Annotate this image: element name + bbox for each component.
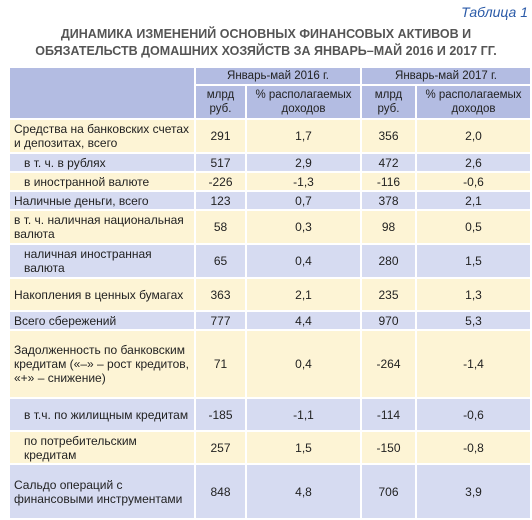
value-cell: 2,0 bbox=[415, 118, 532, 154]
value-cell: 1,5 bbox=[245, 430, 362, 465]
unit-header: % располагаемых доходов bbox=[415, 84, 532, 120]
table-row: Всего сбережений 777 4,4 970 5,3 bbox=[8, 310, 532, 331]
title-line: ДИНАМИКА ИЗМЕНЕНИЙ ОСНОВНЫХ ФИНАНСОВЫХ А… bbox=[60, 27, 472, 41]
value-cell: 970 bbox=[360, 310, 417, 331]
table-row: в т. ч. наличная национальная валюта 58 0,… bbox=[8, 209, 532, 245]
value-cell: 2,6 bbox=[415, 152, 532, 173]
table-row: Задолженность по банковским кредитам («–… bbox=[8, 329, 532, 399]
unit-header: % располагаемых доходов bbox=[245, 84, 362, 120]
table-row: в т.ч. по жилищным кредитам -185 -1,1 -114-… bbox=[8, 397, 532, 432]
value-cell: -185 bbox=[194, 397, 247, 432]
value-cell: 0,5 bbox=[415, 209, 532, 245]
title-line: ОБЯЗАТЕЛЬСТВ ДОМАШНИХ ХОЗЯЙСТВ ЗА ЯНВАРЬ… bbox=[35, 44, 497, 58]
value-cell: -264 bbox=[360, 329, 417, 399]
value-cell: 3,9 bbox=[415, 463, 532, 520]
header-row: Январь-май 2016 г. Январь-май 2017 г. bbox=[8, 66, 532, 120]
row-label: в т.ч. по жилищным кредитам bbox=[8, 397, 196, 432]
table-row: в т. ч. в рублях 517 2,9 472 2,6 bbox=[8, 152, 532, 173]
value-cell: -116 bbox=[360, 171, 417, 192]
unit-header: млрд руб. bbox=[360, 84, 417, 120]
value-cell: 378 bbox=[360, 190, 417, 211]
value-cell: 363 bbox=[194, 277, 247, 312]
value-cell: 777 bbox=[194, 310, 247, 331]
table-caption: Таблица 1 bbox=[461, 4, 528, 20]
value-cell: 2,9 bbox=[245, 152, 362, 173]
header-cell bbox=[8, 66, 196, 120]
value-cell: 4,8 bbox=[245, 463, 362, 520]
value-cell: -1,1 bbox=[245, 397, 362, 432]
value-cell: -0,6 bbox=[415, 171, 532, 192]
value-cell: 472 bbox=[360, 152, 417, 173]
table-row: Наличные деньги, всего 123 0,7 378 2,1 bbox=[8, 190, 532, 211]
value-cell: 235 bbox=[360, 277, 417, 312]
row-label: в т. ч. в рублях bbox=[8, 152, 196, 173]
value-cell: 0,4 bbox=[245, 329, 362, 399]
row-label: Накопления в ценных бумагах bbox=[8, 277, 196, 312]
value-cell: 4,4 bbox=[245, 310, 362, 331]
value-cell: 1,3 bbox=[415, 277, 532, 312]
value-cell: 2,1 bbox=[245, 277, 362, 312]
row-label: по потребительским кредитам bbox=[8, 430, 196, 465]
table-row: в иностранной валюте -226 -1,3 -116 -0,6 bbox=[8, 171, 532, 192]
value-cell: 0,4 bbox=[245, 243, 362, 279]
value-cell: -114 bbox=[360, 397, 417, 432]
row-label: Средства на банковских счетах и депозита… bbox=[8, 118, 196, 154]
value-cell: 58 bbox=[194, 209, 247, 245]
table-row: наличная иностранная валюта 65 0,4 280 1,5 bbox=[8, 243, 532, 279]
value-cell: -0,6 bbox=[415, 397, 532, 432]
table-row: Сальдо операций с финансовыми инструмент… bbox=[8, 463, 532, 520]
value-cell: 291 bbox=[194, 118, 247, 154]
value-cell: 123 bbox=[194, 190, 247, 211]
data-table: Январь-май 2016 г. Январь-май 2017 г. мл… bbox=[8, 66, 532, 520]
value-cell: 2,1 bbox=[415, 190, 532, 211]
row-label: наличная иностранная валюта bbox=[8, 243, 196, 279]
value-cell: -1,3 bbox=[245, 171, 362, 192]
value-cell: -150 bbox=[360, 430, 417, 465]
table-row: Накопления в ценных бумагах 363 2,1 235 1,3 bbox=[8, 277, 532, 312]
value-cell: 517 bbox=[194, 152, 247, 173]
unit-header: млрд руб. bbox=[194, 84, 247, 120]
value-cell: 706 bbox=[360, 463, 417, 520]
row-label: Задолженность по банковским кредитам («–… bbox=[8, 329, 196, 399]
value-cell: 5,3 bbox=[415, 310, 532, 331]
value-cell: -226 bbox=[194, 171, 247, 192]
period-header: Январь-май 2016 г. bbox=[194, 66, 362, 86]
value-cell: 98 bbox=[360, 209, 417, 245]
value-cell: 257 bbox=[194, 430, 247, 465]
value-cell: 0,3 bbox=[245, 209, 362, 245]
row-label: в т. ч. наличная национальная валюта bbox=[8, 209, 196, 245]
row-label: Всего сбережений bbox=[8, 310, 196, 331]
row-label: в иностранной валюте bbox=[8, 171, 196, 192]
value-cell: 71 bbox=[194, 329, 247, 399]
value-cell: 356 bbox=[360, 118, 417, 154]
value-cell: 280 bbox=[360, 243, 417, 279]
table-title: ДИНАМИКА ИЗМЕНЕНИЙ ОСНОВНЫХ ФИНАНСОВЫХ А… bbox=[0, 26, 532, 60]
value-cell: -0,8 bbox=[415, 430, 532, 465]
value-cell: 1,5 bbox=[415, 243, 532, 279]
value-cell: -1,4 bbox=[415, 329, 532, 399]
value-cell: 1,7 bbox=[245, 118, 362, 154]
row-label: Сальдо операций с финансовыми инструмент… bbox=[8, 463, 196, 520]
header-row: млрд руб. % располагаемых доходов млрд р… bbox=[9, 84, 532, 120]
table-body: Средства на банковских счетах и депозита… bbox=[8, 118, 532, 520]
table-row: Средства на банковских счетах и депозита… bbox=[8, 118, 532, 154]
value-cell: 65 bbox=[194, 243, 247, 279]
row-label: Наличные деньги, всего bbox=[8, 190, 196, 211]
value-cell: 0,7 bbox=[245, 190, 362, 211]
value-cell: 848 bbox=[194, 463, 247, 520]
table-row: по потребительским кредитам 257 1,5 -150 -0,… bbox=[8, 430, 532, 465]
period-header: Январь-май 2017 г. bbox=[360, 66, 532, 86]
